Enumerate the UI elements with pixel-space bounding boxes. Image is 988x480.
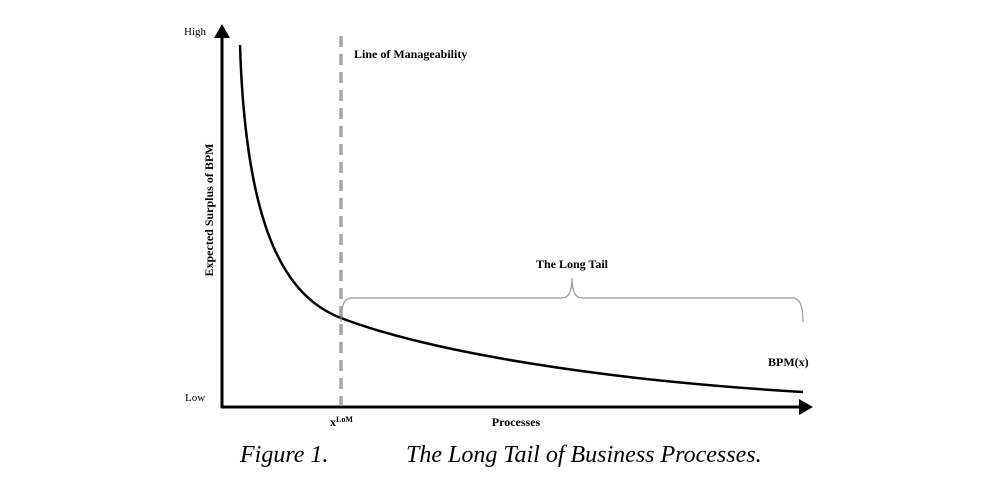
long-tail-brace bbox=[340, 277, 804, 323]
y-low-label: Low bbox=[185, 392, 205, 404]
x-axis-label: Processes bbox=[492, 415, 541, 429]
curve-label: BPM(x) bbox=[768, 355, 809, 369]
caption-title: The Long Tail of Business Processes. bbox=[406, 442, 762, 468]
x-mark-sup: LoM bbox=[336, 415, 353, 424]
y-axis-label: Expected Surplus of BPM bbox=[202, 143, 216, 276]
tail-label: The Long Tail bbox=[536, 257, 609, 271]
bpm-curve bbox=[238, 44, 804, 394]
x-mark: xLoM bbox=[330, 415, 353, 429]
x-mark-base: x bbox=[330, 415, 336, 429]
line-label: Line of Manageability bbox=[354, 47, 467, 61]
x-axis-arrow bbox=[799, 399, 813, 415]
caption-number: Figure 1. bbox=[239, 442, 328, 468]
y-high-label: High bbox=[184, 26, 207, 38]
y-axis-arrow bbox=[214, 24, 230, 38]
